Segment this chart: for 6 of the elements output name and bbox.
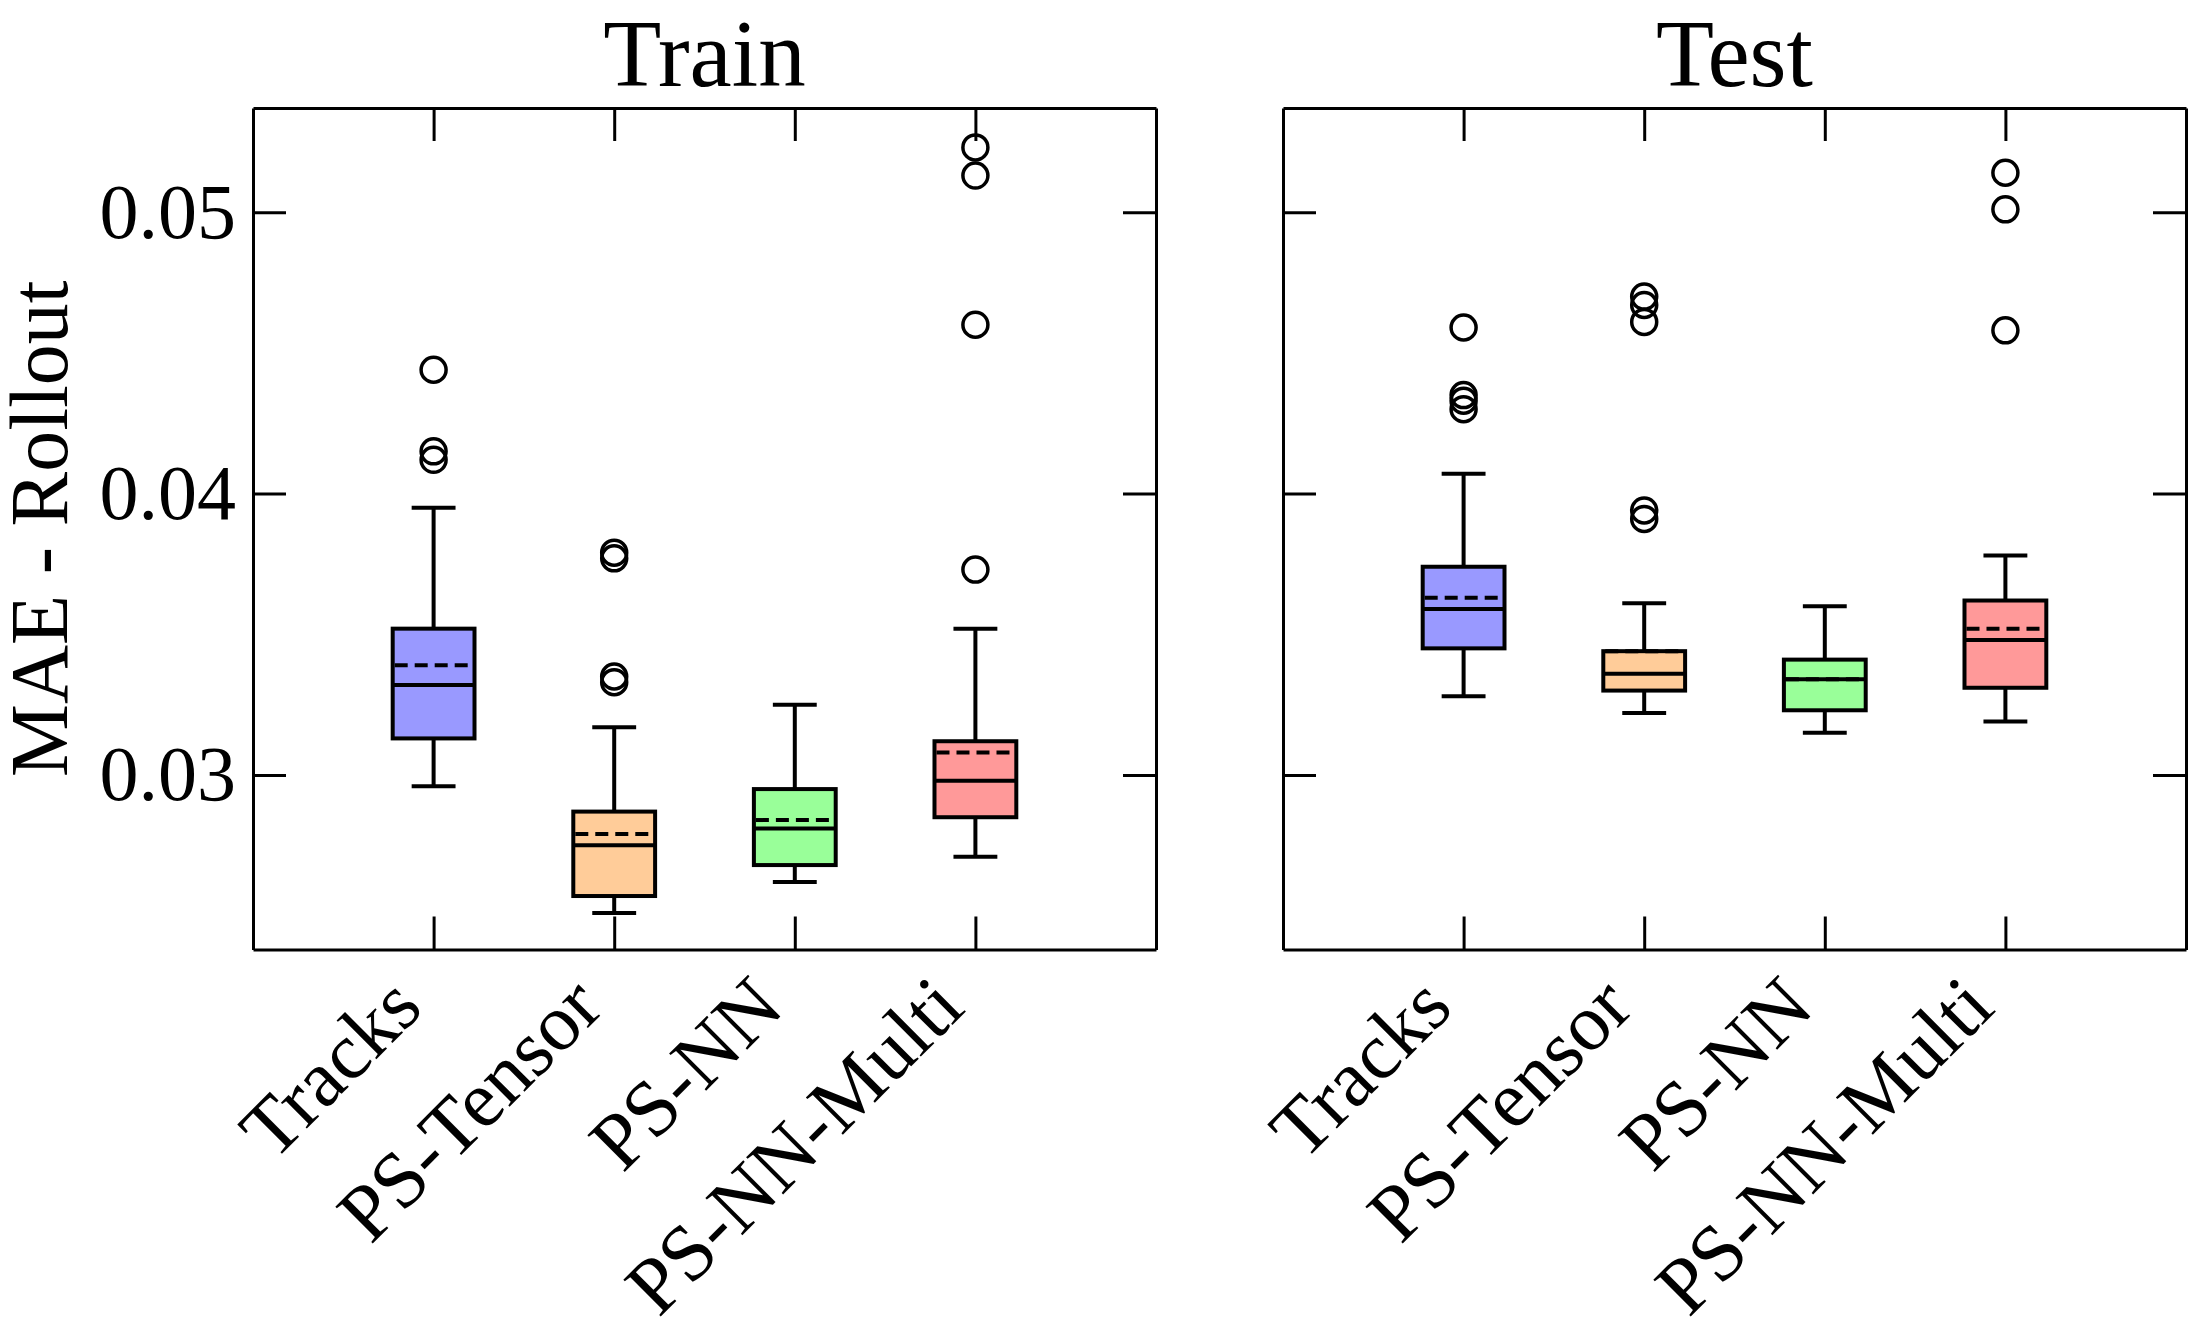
y-axis-title: MAE - Rollout — [0, 280, 85, 778]
y-tick-label: 0.04 — [99, 449, 236, 537]
chart-title: Test — [1656, 1, 1813, 107]
chart-title: Train — [603, 1, 806, 107]
y-tick-label: 0.03 — [99, 730, 236, 818]
y-tick-label: 0.05 — [99, 167, 236, 255]
